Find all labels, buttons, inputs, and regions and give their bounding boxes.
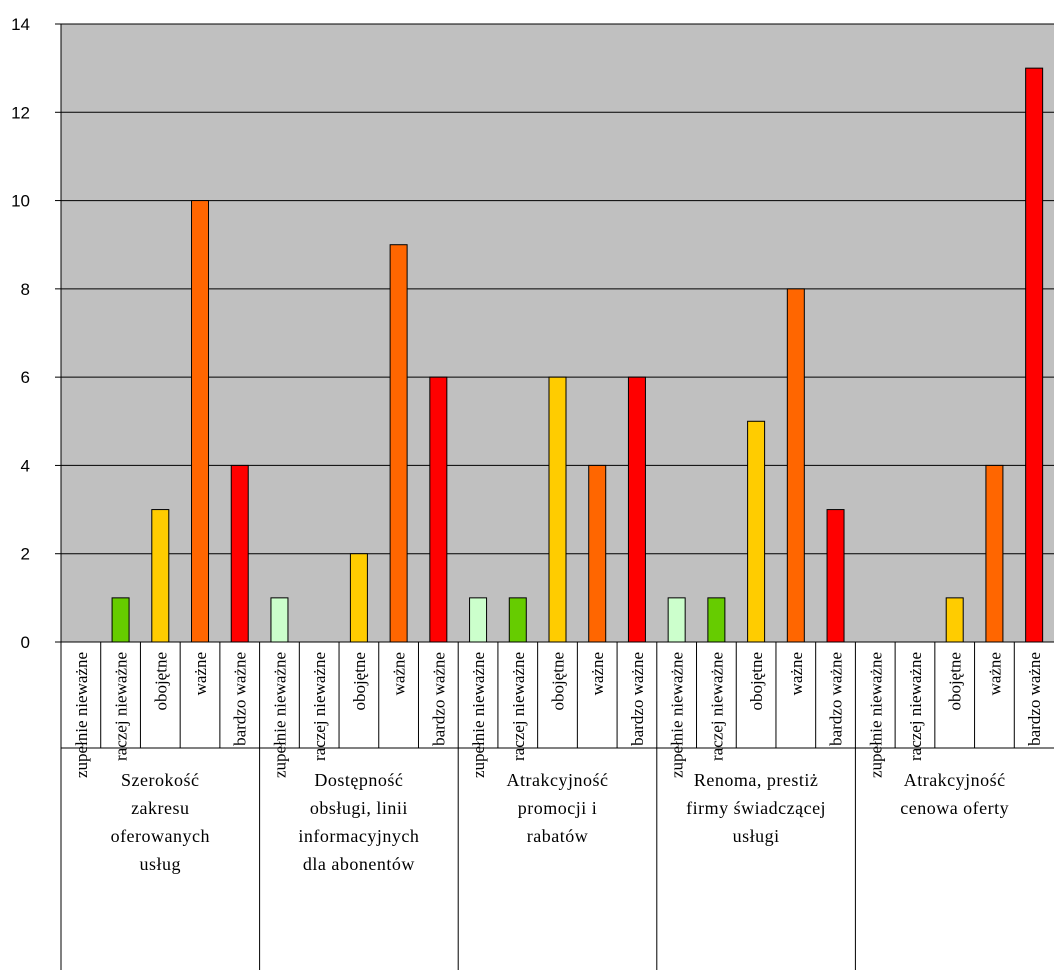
bar (349, 553, 368, 643)
category-label: obojętne (151, 652, 170, 711)
category-label: zupełnie nieważne (270, 652, 289, 778)
category-label: bardzo ważne (628, 652, 647, 746)
bar (270, 597, 289, 643)
group-label-line: Dostępność (314, 770, 403, 790)
y-tick-label: 6 (21, 368, 30, 387)
group-label: Szerokość zakresu oferowanych usług (111, 770, 210, 874)
category-label: zupełnie nieważne (866, 652, 885, 778)
bar (429, 376, 448, 643)
category-label: raczej nieważne (509, 652, 528, 761)
bar (588, 464, 607, 643)
category-label: zupełnie nieważne (469, 652, 488, 778)
bar (151, 509, 170, 643)
category-label: raczej nieważne (707, 652, 726, 761)
category-label: obojętne (946, 652, 965, 711)
category-label: obojętne (747, 652, 766, 711)
group-label-line: Atrakcyjność (904, 770, 1006, 790)
group-label-line: firmy świadczącej (686, 798, 826, 818)
category-labels: zupełnie nieważne raczej nieważne obojętne… (72, 652, 1044, 778)
group-label: Atrakcyjność promocji i rabatów (507, 770, 609, 846)
group-label-line: oferowanych (111, 826, 210, 846)
group-label-line: zakresu (131, 798, 189, 818)
category-label: ważne (985, 652, 1004, 695)
group-labels: Szerokość zakresu oferowanych usług Dostępno… (111, 770, 1009, 874)
group-label-line: Szerokość (121, 770, 199, 790)
group-label-line: usług (140, 854, 182, 874)
bar (111, 597, 130, 643)
y-tick-label: 0 (21, 633, 30, 652)
group-label-line: cenowa oferty (900, 798, 1009, 818)
group-label-line: Atrakcyjność (507, 770, 609, 790)
group-label-line: Renoma, prestiż (694, 770, 818, 790)
bar (548, 376, 567, 643)
bar (747, 420, 766, 643)
bar (508, 597, 527, 643)
group-label-line: promocji i (518, 798, 598, 818)
category-label: ważne (588, 652, 607, 695)
category-label: bardzo ważne (231, 652, 250, 746)
category-label: obojętne (350, 652, 369, 711)
bar (627, 376, 646, 643)
category-label: zupełnie nieważne (668, 652, 687, 778)
group-label-line: dla abonentów (303, 854, 415, 874)
y-tick-label: 10 (11, 192, 30, 211)
bar (707, 597, 726, 643)
bar (826, 509, 845, 643)
category-label: raczej nieważne (310, 652, 329, 761)
axes (60, 24, 1054, 970)
bar (1025, 67, 1044, 643)
bar (469, 597, 488, 643)
category-label: zupełnie nieważne (72, 652, 91, 778)
category-label: obojętne (549, 652, 568, 711)
y-tick-label: 14 (11, 15, 30, 34)
group-label-line: rabatów (527, 826, 588, 846)
category-label: ważne (191, 652, 210, 695)
y-axis-ticks: 0 2 4 6 8 10 12 14 (11, 15, 30, 652)
bar (786, 288, 805, 643)
y-tick-label: 8 (21, 280, 30, 299)
category-label: bardzo ważne (827, 652, 846, 746)
group-label-line: usługi (733, 826, 780, 846)
group-label-line: informacyjnych (298, 826, 419, 846)
y-tick-label: 12 (11, 103, 30, 122)
bar (230, 464, 249, 643)
bar (985, 464, 1004, 643)
bar (191, 200, 210, 643)
group-label: Renoma, prestiż firmy świadczącej usługi (686, 770, 826, 846)
group-label: Atrakcyjność cenowa oferty (900, 770, 1009, 818)
bar (667, 597, 686, 643)
bar (945, 597, 964, 643)
bar (389, 244, 408, 643)
y-tick-label: 4 (21, 456, 30, 475)
category-label: bardzo ważne (429, 652, 448, 746)
category-label: bardzo ważne (1025, 652, 1044, 746)
group-label: Dostępność obsługi, linii informacyjnych dl… (298, 770, 419, 874)
category-label: raczej nieważne (906, 652, 925, 761)
category-label: ważne (787, 652, 806, 695)
category-label: raczej nieważne (112, 652, 131, 761)
category-label: ważne (390, 652, 409, 695)
group-label-line: obsługi, linii (310, 798, 408, 818)
y-tick-label: 2 (21, 545, 30, 564)
